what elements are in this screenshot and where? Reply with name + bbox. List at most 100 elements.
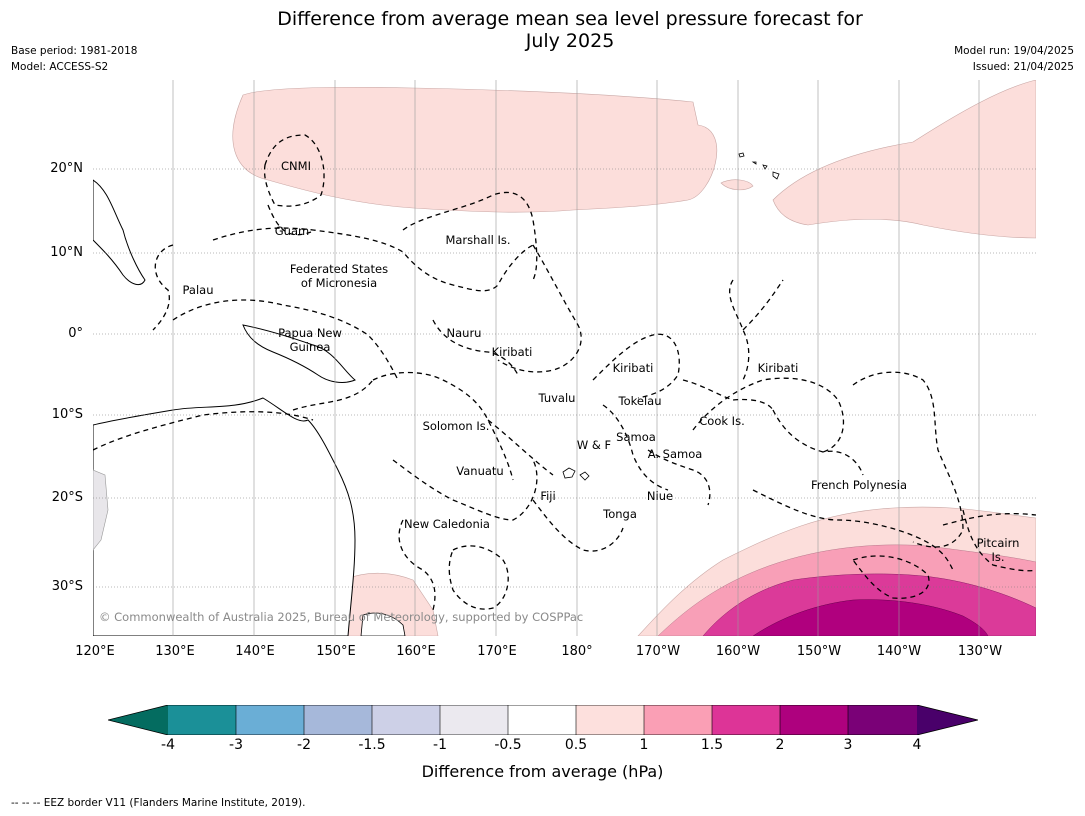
colorbar-tick-3: 3 [843,737,853,753]
place-nauru: Nauru [446,326,482,340]
lon-label-120e: 120°E [75,644,115,659]
place-wallis-futuna: W & F [576,438,612,452]
colorbar-tick-1: 1 [639,737,649,753]
land-north-island-nz [360,612,406,636]
anomaly-south-2 [752,599,989,636]
colorbar-bin-3 [304,705,372,735]
colorbar-tick-m1: -1 [433,737,447,753]
title-line-2: July 2025 [525,30,615,52]
eez-footnote: -- -- -- EEZ border V11 (Flanders Marine… [11,797,306,809]
lon-label-160w: 160°W [715,644,761,659]
colorbar-bin-1 [168,705,236,735]
place-png: Papua New Guinea [278,326,342,354]
meta-left: Base period: 1981-2018 Model: ACCESS-S2 [11,43,137,75]
graticule [172,80,980,636]
base-period: Base period: 1981-2018 [11,45,138,57]
place-kiribati-central: Kiribati [612,361,654,375]
colorbar-tick-m4: -4 [161,737,175,753]
colorbar-bin-2 [236,705,304,735]
place-tuvalu: Tuvalu [538,391,576,405]
colorbar-tick-m15: -1.5 [358,737,386,753]
place-american-samoa: A. Samoa [647,447,703,461]
place-fiji: Fiji [540,489,556,503]
land-grey-west [93,469,109,551]
lon-label-150w: 150°W [796,644,842,659]
place-kiribati-west: Kiribati [491,345,533,359]
copyright-credit: © Commonwealth of Australia 2025, Bureau… [99,610,584,624]
lon-label-130w: 130°W [957,644,1003,659]
place-pitcairn: Pitcairn Is. [977,536,1020,564]
colorbar-tick-05: 0.5 [564,737,588,753]
place-cook: Cook Is. [699,414,745,428]
land-philippines [93,179,146,286]
place-kiribati-east: Kiribati [757,361,799,375]
lon-label-150e: 150°E [316,644,356,659]
model-name: Model: ACCESS-S2 [11,61,109,73]
colorbar [108,705,978,735]
lat-label-20s: 20°S [51,490,83,505]
lon-label-130e: 130°E [155,644,195,659]
lat-label-10n: 10°N [50,245,83,260]
colorbar-tick-m2: -2 [297,737,311,753]
lon-label-170w: 170°W [635,644,681,659]
colorbar-bin-5 [440,705,508,735]
map-title: Difference from average mean sea level p… [0,8,1085,52]
place-marshall: Marshall Is. [445,233,511,247]
place-guam: Guam [274,224,310,238]
place-tonga: Tonga [603,507,637,521]
land-fiji [562,467,590,481]
land-hawaii [738,152,780,180]
colorbar-bin-10 [780,705,848,735]
place-png-line2: Guinea [289,340,331,354]
map-panel[interactable] [93,80,1036,636]
colorbar-title: Difference from average (hPa) [421,762,664,781]
place-vanuatu: Vanuatu [456,464,504,478]
lon-label-180: 180° [561,644,593,659]
issued-date: Issued: 21/04/2025 [972,61,1074,73]
place-new-caledonia: New Caledonia [404,517,490,531]
place-pitcairn-line1: Pitcairn [976,536,1020,550]
place-png-line1: Papua New [278,326,342,340]
colorbar-bin-9 [712,705,780,735]
map-canvas [93,80,1036,636]
place-tokelau: Tokelau [618,394,662,408]
eez-borders [93,134,1036,611]
colorbar-over-arrow [917,705,978,735]
lat-label-30s: 30°S [51,579,83,594]
lon-label-170e: 170°E [477,644,517,659]
lon-label-140e: 140°E [235,644,275,659]
latitude-lines [93,168,1036,588]
colorbar-tick-4: 4 [912,737,922,753]
lat-label-20n: 20°N [50,161,83,176]
place-fsm: Federated States of Micronesia [290,262,388,290]
place-niue: Niue [646,489,674,503]
place-fsm-line1: Federated States [289,262,389,276]
place-palau: Palau [182,283,214,297]
colorbar-bin-7 [576,705,644,735]
colorbar-tick-m05: -0.5 [494,737,522,753]
land-australia [93,397,356,636]
lon-label-160e: 160°E [396,644,436,659]
lon-label-140w: 140°W [876,644,922,659]
place-cnmi: CNMI [281,159,311,173]
colorbar-bin-6 [508,705,576,735]
lat-label-0: 0° [68,326,83,341]
colorbar-tick-2: 2 [775,737,785,753]
place-fsm-line2: of Micronesia [300,276,378,290]
lat-label-10s: 10°S [51,407,83,422]
colorbar-tick-15: 1.5 [700,737,724,753]
place-french-polynesia: French Polynesia [810,478,908,492]
anomaly-north-pacific [232,86,718,213]
place-solomon: Solomon Is. [422,419,490,433]
anomaly-northeast [772,80,1036,239]
place-samoa: Samoa [616,430,656,444]
colorbar-bin-4 [372,705,440,735]
colorbar-bin-8 [644,705,712,735]
colorbar-under-arrow [108,705,168,735]
colorbar-tick-m3: -3 [229,737,243,753]
place-pitcairn-line2: Is. [991,550,1005,564]
model-run: Model run: 19/04/2025 [954,45,1074,57]
colorbar-bin-11 [848,705,917,735]
anomaly-hawaii-patch [720,179,754,191]
land-new-guinea [242,324,356,383]
